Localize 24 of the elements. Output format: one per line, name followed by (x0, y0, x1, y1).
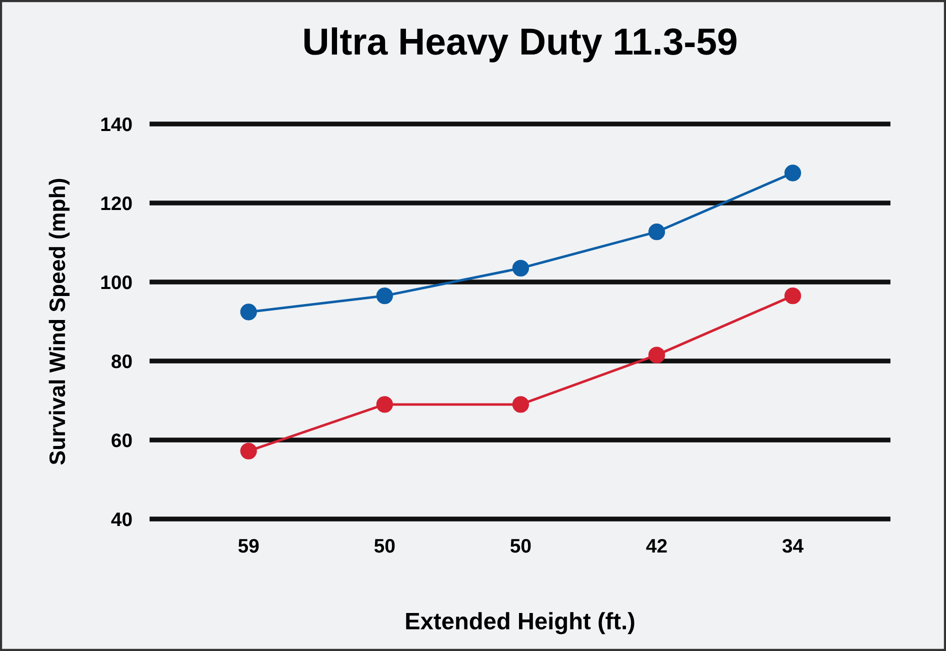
point (512, 260, 530, 277)
point (512, 396, 530, 413)
point (784, 287, 802, 304)
x-axis-title: Extended Height (ft.) (406, 612, 634, 634)
point (784, 164, 802, 182)
point (648, 346, 666, 364)
point (648, 224, 666, 240)
y-tick-label: 60 (112, 433, 132, 448)
x-tick-label: 50 (510, 538, 531, 553)
x-tick-label: 50 (374, 538, 395, 553)
y-axis-title: Survival Wind Speed (mph) (48, 178, 70, 465)
y-tick-label: 40 (111, 512, 132, 526)
point (376, 396, 393, 413)
x-tick-label: 34 (782, 538, 804, 553)
point (240, 304, 257, 320)
chart-title: Ultra Heavy Duty 11.3-59 (304, 27, 736, 62)
point (376, 287, 393, 304)
y-tick-label: 120 (101, 196, 132, 210)
x-tick-label: 59 (238, 538, 259, 553)
x-tick-label: 42 (646, 538, 667, 553)
point (240, 442, 257, 460)
y-tick-label: 100 (101, 275, 132, 290)
y-tick-label: 80 (112, 354, 132, 368)
y-tick-label: 140 (101, 117, 132, 132)
